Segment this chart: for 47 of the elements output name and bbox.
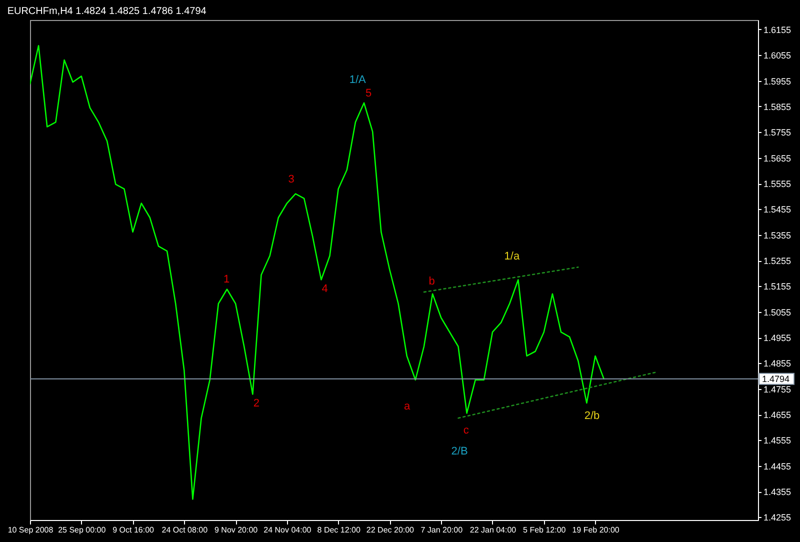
y-tick-label: 1.5455 xyxy=(764,204,792,215)
annotation: a xyxy=(404,400,412,412)
y-tick-label: 1.6155 xyxy=(764,24,792,35)
annotation: 3 xyxy=(288,174,294,186)
y-tick-label: 1.5055 xyxy=(764,307,792,318)
y-tick-label: 1.5155 xyxy=(764,282,792,292)
ref-line-label: 1.4794 xyxy=(762,374,790,384)
y-tick-label: 1.4855 xyxy=(764,358,792,369)
y-tick-label: 1.5355 xyxy=(764,230,792,240)
x-tick-label: 24 Nov 04:00 xyxy=(264,526,312,534)
chart-title: EURCHFm,H4 1.4824 1.4825 1.4786 1.4794 xyxy=(7,6,207,17)
annotation: 4 xyxy=(322,283,328,295)
annotation: 2 xyxy=(253,398,260,410)
y-tick-label: 1.6055 xyxy=(764,50,792,61)
x-tick-label: 5 Feb 12:00 xyxy=(523,526,566,534)
x-tick-label: 10 Sep 2008 xyxy=(8,526,54,534)
x-tick-label: 9 Oct 16:00 xyxy=(112,526,155,534)
y-tick-label: 1.5655 xyxy=(764,153,792,164)
x-tick-label: 22 Dec 20:00 xyxy=(366,526,415,534)
y-tick-label: 1.5555 xyxy=(764,179,792,189)
annotation: c xyxy=(463,424,470,436)
annotation: 1 xyxy=(223,274,230,286)
x-tick-label: 9 Nov 20:00 xyxy=(214,526,258,534)
y-tick-label: 1.4755 xyxy=(764,384,792,394)
annotation: 2/B xyxy=(451,446,468,458)
annotation: b xyxy=(428,276,435,288)
annotation: 5 xyxy=(365,88,372,100)
x-tick-label: 7 Jan 20:00 xyxy=(420,526,464,534)
y-tick-label: 1.5255 xyxy=(764,256,792,266)
y-tick-label: 1.4555 xyxy=(764,436,792,446)
y-tick-label: 1.4255 xyxy=(764,512,792,523)
y-tick-label: 1.5855 xyxy=(764,102,792,112)
y-tick-label: 1.5755 xyxy=(764,128,792,138)
x-tick-label: 25 Sep 00:00 xyxy=(58,526,106,534)
y-tick-label: 1.5955 xyxy=(764,76,792,86)
line-series xyxy=(30,45,604,500)
y-tick-label: 1.4955 xyxy=(764,333,792,344)
y-tick-label: 1.4655 xyxy=(764,410,792,420)
annotation: 2/b xyxy=(584,410,600,422)
x-tick-label: 24 Oct 08:00 xyxy=(162,526,208,534)
x-tick-label: 8 Dec 12:00 xyxy=(317,526,361,534)
x-tick-label: 19 Feb 20:00 xyxy=(572,526,620,534)
y-tick-label: 1.4355 xyxy=(764,487,792,498)
annotation: 1/A xyxy=(349,74,367,86)
x-tick-label: 22 Jan 04:00 xyxy=(470,526,517,534)
annotation: 1/a xyxy=(504,250,520,262)
y-tick-label: 1.4455 xyxy=(764,461,792,472)
